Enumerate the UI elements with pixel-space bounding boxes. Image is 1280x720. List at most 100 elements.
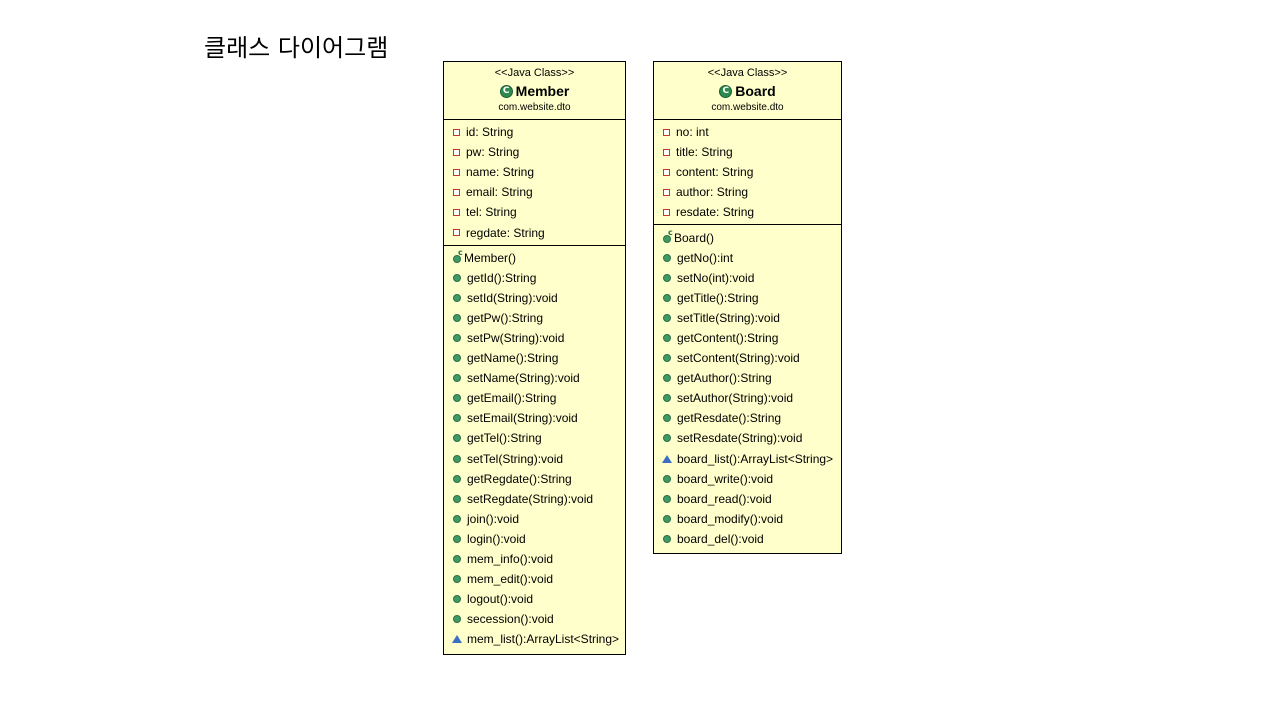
- field-row: id: String: [444, 122, 625, 142]
- method-row: setPw(String):void: [444, 328, 625, 348]
- class-name-row: C Board: [654, 80, 841, 102]
- class-c-icon: C: [499, 84, 513, 98]
- method-label: setNo(int):void: [677, 270, 755, 285]
- method-label: getNo():int: [677, 250, 734, 265]
- method-row: setContent(String):void: [654, 348, 841, 368]
- method-row: board_modify():void: [654, 509, 841, 529]
- methods-section: c Board() getNo():int setNo(int):void getTit…: [654, 225, 841, 549]
- uml-class-board: <<Java Class>> C Board com.website.dto n…: [653, 61, 842, 554]
- public-method-icon: [663, 414, 671, 423]
- method-label: join():void: [467, 511, 520, 526]
- method-label: board_read():void: [677, 491, 772, 506]
- method-label: getTitle():String: [677, 290, 759, 305]
- method-row: setTel(String):void: [444, 449, 625, 469]
- private-field-icon: [453, 168, 460, 176]
- public-method-icon: [453, 414, 461, 423]
- method-row: getResdate():String: [654, 408, 841, 428]
- public-method-icon: [453, 394, 461, 403]
- method-row: mem_edit():void: [444, 569, 625, 589]
- public-method-icon: [663, 374, 671, 383]
- public-method-icon: [663, 293, 671, 302]
- method-row: secession():void: [444, 609, 625, 629]
- public-method-icon: [453, 313, 461, 322]
- constructor-icon: c: [453, 248, 463, 263]
- method-row: login():void: [444, 529, 625, 549]
- method-label: logout():void: [467, 592, 534, 607]
- private-field-icon: [453, 229, 460, 237]
- method-row: getId():String: [444, 268, 625, 288]
- method-row: mem_list():ArrayList<String>: [444, 629, 625, 649]
- public-method-icon: [453, 374, 461, 383]
- method-row: setRegdate(String):void: [444, 489, 625, 509]
- method-row: setEmail(String):void: [444, 408, 625, 428]
- method-row: getAuthor():String: [654, 368, 841, 388]
- method-label: board_del():void: [677, 531, 764, 546]
- field-row: content: String: [654, 162, 841, 182]
- public-method-icon: [453, 293, 461, 302]
- public-method-icon: [663, 313, 671, 322]
- private-field-icon: [663, 188, 670, 196]
- method-label: getContent():String: [677, 330, 779, 345]
- method-label: setContent(String):void: [677, 351, 800, 366]
- package-label: com.website.dto: [711, 102, 784, 113]
- method-label: getResdate():String: [677, 411, 782, 426]
- method-label: setName(String):void: [467, 371, 580, 386]
- method-label: getTel():String: [467, 431, 542, 446]
- method-row: setNo(int):void: [654, 268, 841, 288]
- class-header: <<Java Class>> C Member com.website.dto: [444, 62, 625, 120]
- method-label: setTel(String):void: [467, 451, 564, 466]
- method-row: getEmail():String: [444, 388, 625, 408]
- public-method-icon: [453, 575, 461, 584]
- public-method-icon: [663, 494, 671, 503]
- public-method-icon: [453, 474, 461, 483]
- method-row: board_del():void: [654, 529, 841, 549]
- public-method-icon: [453, 534, 461, 543]
- method-row: board_read():void: [654, 489, 841, 509]
- method-label: getEmail():String: [467, 391, 557, 406]
- class-name: Member: [515, 83, 570, 99]
- constructor-label: Board(): [674, 230, 715, 245]
- public-method-icon: [453, 494, 461, 503]
- constructor-label: Member(): [464, 250, 517, 265]
- method-label: getRegdate():String: [467, 471, 572, 486]
- method-label: mem_list():ArrayList<String>: [467, 632, 620, 647]
- private-field-icon: [453, 188, 460, 196]
- field-label: id: String: [466, 125, 514, 140]
- method-row: getTel():String: [444, 428, 625, 448]
- stereotype-label: <<Java Class>>: [494, 67, 575, 79]
- public-method-icon: [663, 394, 671, 403]
- public-method-icon: [663, 514, 671, 523]
- private-field-icon: [453, 208, 460, 216]
- method-label: setRegdate(String):void: [467, 491, 594, 506]
- class-header: <<Java Class>> C Board com.website.dto: [654, 62, 841, 120]
- public-method-icon: [663, 273, 671, 282]
- field-label: tel: String: [466, 205, 517, 220]
- fields-section: no: int title: String content: String autho…: [654, 120, 841, 226]
- protected-method-icon: [662, 454, 672, 463]
- field-label: no: int: [676, 125, 709, 140]
- public-method-icon: [453, 273, 461, 282]
- method-label: board_write():void: [677, 471, 774, 486]
- method-row: setTitle(String):void: [654, 308, 841, 328]
- method-row: setName(String):void: [444, 368, 625, 388]
- public-method-icon: [453, 555, 461, 564]
- public-method-icon: [453, 354, 461, 363]
- field-label: author: String: [676, 185, 749, 200]
- public-method-icon: [453, 333, 461, 342]
- method-label: mem_edit():void: [467, 572, 554, 587]
- public-method-icon: [663, 434, 671, 443]
- package-label: com.website.dto: [498, 102, 571, 113]
- method-row: getNo():int: [654, 248, 841, 268]
- method-row: board_write():void: [654, 469, 841, 489]
- field-row: resdate: String: [654, 202, 841, 222]
- field-label: email: String: [466, 185, 533, 200]
- uml-class-member: <<Java Class>> C Member com.website.dto …: [443, 61, 626, 655]
- stereotype-label: <<Java Class>>: [707, 67, 788, 79]
- class-c-icon: C: [719, 84, 733, 98]
- method-label: setResdate(String):void: [677, 431, 803, 446]
- public-method-icon: [453, 434, 461, 443]
- field-row: tel: String: [444, 202, 625, 222]
- public-method-icon: [453, 514, 461, 523]
- constructor-icon: c: [663, 228, 673, 243]
- method-label: setEmail(String):void: [467, 411, 578, 426]
